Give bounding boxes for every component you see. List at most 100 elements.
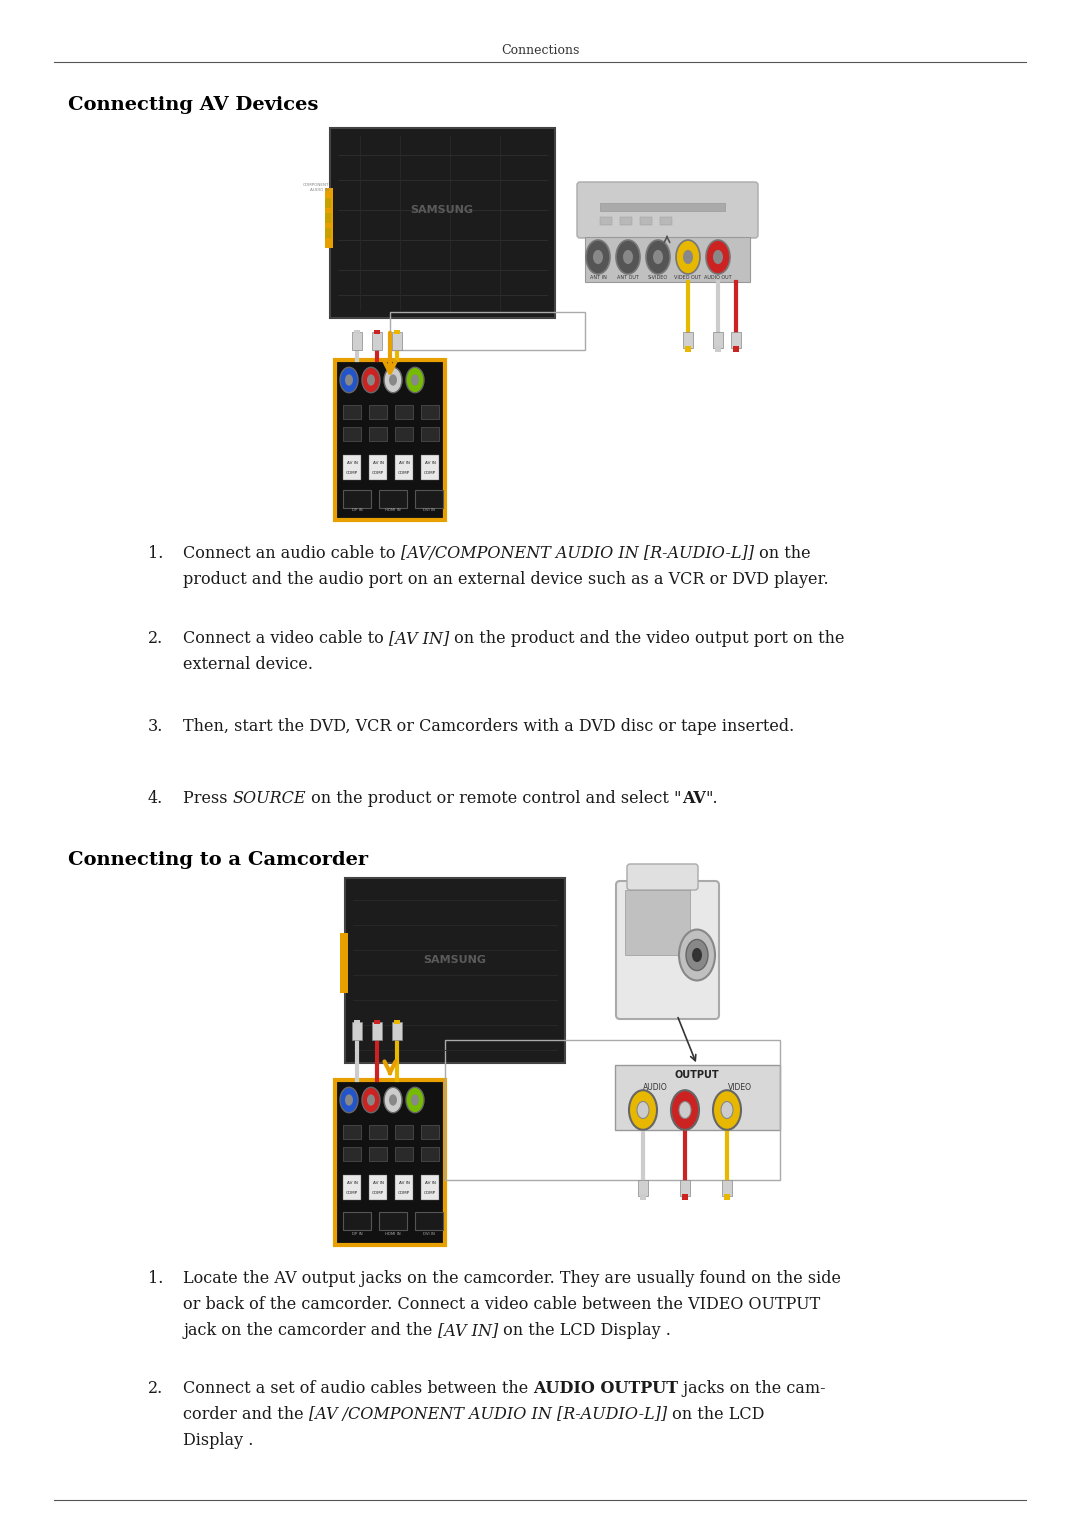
Ellipse shape bbox=[345, 374, 353, 386]
Bar bbox=[394, 330, 400, 334]
Bar bbox=[325, 199, 330, 208]
Text: COMP: COMP bbox=[424, 1191, 436, 1196]
Bar bbox=[392, 331, 402, 350]
Text: [AV IN]: [AV IN] bbox=[437, 1322, 498, 1339]
Bar bbox=[343, 428, 361, 441]
Text: HDMI IN: HDMI IN bbox=[386, 1232, 401, 1235]
Ellipse shape bbox=[683, 250, 693, 264]
Text: AV IN: AV IN bbox=[373, 461, 383, 466]
Text: S-VIDEO: S-VIDEO bbox=[648, 275, 669, 279]
Bar bbox=[421, 455, 438, 479]
Ellipse shape bbox=[345, 1095, 353, 1106]
Bar bbox=[354, 330, 360, 334]
Bar bbox=[335, 1080, 445, 1245]
Bar bbox=[681, 1194, 688, 1200]
Text: 3.: 3. bbox=[148, 718, 163, 734]
Text: on the product and the video output port on the: on the product and the video output port… bbox=[449, 631, 845, 647]
Bar bbox=[372, 331, 382, 350]
Bar bbox=[335, 360, 445, 521]
Bar bbox=[343, 455, 361, 479]
Text: Connecting AV Devices: Connecting AV Devices bbox=[68, 96, 319, 115]
Bar bbox=[585, 237, 750, 282]
Text: AV IN: AV IN bbox=[424, 461, 435, 466]
Ellipse shape bbox=[713, 1090, 741, 1130]
Text: on the product or remote control and select ": on the product or remote control and sel… bbox=[306, 789, 681, 806]
Text: COMP: COMP bbox=[424, 470, 436, 475]
Text: Connect a set of audio cables between the: Connect a set of audio cables between th… bbox=[183, 1380, 534, 1397]
Bar bbox=[683, 331, 693, 348]
Text: DVI IN: DVI IN bbox=[423, 508, 435, 512]
Text: Connections: Connections bbox=[501, 43, 579, 56]
Bar bbox=[415, 490, 443, 508]
Ellipse shape bbox=[362, 368, 380, 392]
Text: SAMSUNG: SAMSUNG bbox=[423, 954, 486, 965]
Bar bbox=[395, 428, 413, 441]
Bar bbox=[369, 428, 387, 441]
Text: 2.: 2. bbox=[148, 631, 163, 647]
Bar bbox=[731, 331, 741, 348]
Bar bbox=[421, 1174, 438, 1200]
Text: 1.: 1. bbox=[148, 545, 163, 562]
Text: AV IN: AV IN bbox=[424, 1180, 435, 1185]
Bar bbox=[640, 1194, 646, 1200]
Ellipse shape bbox=[389, 374, 397, 386]
Bar bbox=[638, 1180, 648, 1196]
Bar bbox=[343, 405, 361, 418]
Ellipse shape bbox=[623, 250, 633, 264]
Ellipse shape bbox=[367, 1095, 375, 1106]
Ellipse shape bbox=[406, 1087, 424, 1113]
Ellipse shape bbox=[637, 1101, 649, 1118]
Ellipse shape bbox=[713, 250, 723, 264]
Bar bbox=[343, 1212, 372, 1231]
Bar bbox=[345, 878, 565, 1063]
Bar bbox=[395, 1147, 413, 1161]
Text: AUDIO: AUDIO bbox=[643, 1083, 667, 1092]
Ellipse shape bbox=[384, 368, 402, 392]
Text: AV IN: AV IN bbox=[347, 461, 357, 466]
Text: [AV IN]: [AV IN] bbox=[389, 631, 449, 647]
Bar bbox=[369, 405, 387, 418]
Bar bbox=[369, 1125, 387, 1139]
Text: AV IN: AV IN bbox=[399, 1180, 409, 1185]
Text: [AV /COMPONENT AUDIO IN [R-AUDIO-L]]: [AV /COMPONENT AUDIO IN [R-AUDIO-L]] bbox=[309, 1406, 666, 1423]
Text: COMP: COMP bbox=[397, 470, 410, 475]
Text: or back of the camcorder. Connect a video cable between the VIDEO OUTPUT: or back of the camcorder. Connect a vide… bbox=[183, 1296, 820, 1313]
Bar bbox=[392, 1022, 402, 1040]
Ellipse shape bbox=[340, 1087, 357, 1113]
Text: jack on the camcorder and the: jack on the camcorder and the bbox=[183, 1322, 437, 1339]
Bar bbox=[369, 455, 387, 479]
Ellipse shape bbox=[389, 1095, 397, 1106]
Ellipse shape bbox=[706, 240, 730, 273]
Ellipse shape bbox=[646, 240, 670, 273]
Bar bbox=[600, 217, 612, 224]
Bar bbox=[660, 217, 672, 224]
Ellipse shape bbox=[679, 930, 715, 980]
Text: AUDIO OUTPUT: AUDIO OUTPUT bbox=[534, 1380, 678, 1397]
FancyBboxPatch shape bbox=[627, 864, 698, 890]
Text: on the LCD: on the LCD bbox=[666, 1406, 765, 1423]
Bar bbox=[421, 405, 438, 418]
Text: ".: ". bbox=[705, 789, 718, 806]
Bar bbox=[354, 1020, 360, 1025]
Bar bbox=[445, 1040, 780, 1180]
Bar bbox=[421, 1125, 438, 1139]
Text: COMP: COMP bbox=[372, 470, 384, 475]
Text: Connecting to a Camcorder: Connecting to a Camcorder bbox=[68, 851, 368, 869]
Bar bbox=[415, 1212, 443, 1231]
Bar bbox=[340, 933, 348, 993]
Bar bbox=[369, 1174, 387, 1200]
Bar bbox=[724, 1194, 730, 1200]
Bar bbox=[379, 1212, 407, 1231]
Bar bbox=[733, 347, 739, 353]
Bar bbox=[343, 490, 372, 508]
Text: 4.: 4. bbox=[148, 789, 163, 806]
Text: product and the audio port on an external device such as a VCR or DVD player.: product and the audio port on an externa… bbox=[183, 571, 828, 588]
Bar bbox=[379, 490, 407, 508]
Bar bbox=[325, 212, 330, 223]
Text: ANT IN: ANT IN bbox=[590, 275, 607, 279]
Text: on the LCD Display .: on the LCD Display . bbox=[498, 1322, 671, 1339]
Ellipse shape bbox=[593, 250, 603, 264]
Text: SOURCE: SOURCE bbox=[232, 789, 306, 806]
Text: corder and the: corder and the bbox=[183, 1406, 309, 1423]
Ellipse shape bbox=[676, 240, 700, 273]
